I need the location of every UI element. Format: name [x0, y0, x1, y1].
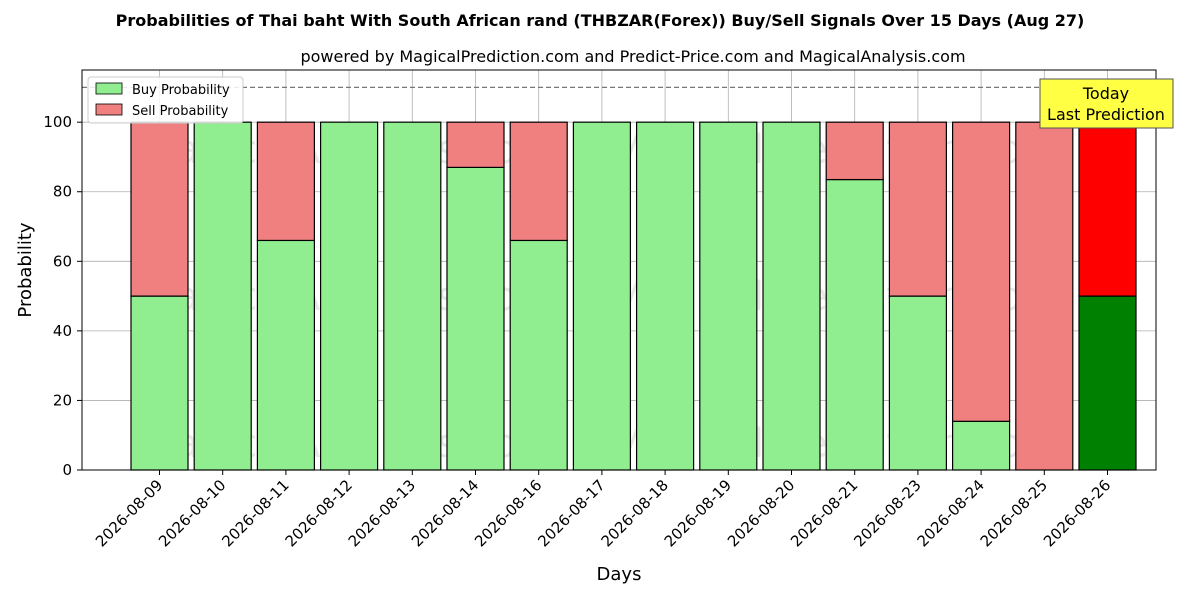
x-tick-label: 2026-08-16 — [471, 476, 545, 550]
legend: Buy Probability Sell Probability — [87, 76, 244, 124]
buy-bar — [951, 420, 1011, 471]
x-tick-label: 2026-08-11 — [218, 476, 292, 550]
x-tick-label: 2026-08-12 — [282, 476, 356, 550]
x-tick-label: 2026-08-26 — [1040, 476, 1114, 550]
buy-bar — [130, 295, 189, 471]
legend-swatch-buy — [95, 82, 123, 95]
x-tick-label: 2026-08-18 — [598, 476, 672, 550]
bars-layer — [130, 121, 1137, 471]
buy-bar — [825, 178, 884, 471]
chart-title: Probabilities of Thai baht With South Af… — [116, 11, 1085, 30]
y-tick-label: 60 — [53, 252, 72, 270]
x-tick-label: 2026-08-25 — [977, 476, 1051, 550]
buy-bar — [193, 121, 252, 471]
x-tick-label: 2026-08-21 — [787, 476, 861, 550]
x-tick-label: 2026-08-23 — [850, 476, 924, 550]
buy-bar — [635, 121, 695, 471]
annotation-line-2: Last Prediction — [1047, 105, 1165, 124]
x-tick-label: 2026-08-24 — [914, 476, 988, 550]
y-axis-label: Probability — [15, 222, 36, 317]
legend-label-buy: Buy Probability — [132, 83, 230, 98]
annotation-line-1: Today — [1082, 84, 1129, 103]
y-tick-label: 100 — [43, 113, 72, 131]
legend-label-sell: Sell Probability — [132, 104, 229, 119]
buy-bar — [762, 121, 821, 471]
buy-bar — [256, 239, 315, 471]
sell-bar — [1015, 121, 1074, 471]
plot-frame — [81, 69, 1157, 471]
x-tick-label: 2026-08-20 — [724, 476, 798, 550]
y-tick-label: 0 — [62, 461, 72, 479]
buy-bar — [572, 121, 632, 471]
y-tick-label: 20 — [53, 391, 72, 409]
x-tick-label: 2026-08-17 — [534, 476, 608, 550]
buy-bar — [509, 239, 568, 471]
x-axis: 2026-08-092026-08-102026-08-112026-08-12… — [92, 470, 1114, 550]
chart-subtitle: powered by MagicalPrediction.com and Pre… — [300, 47, 965, 66]
annotation-box — [1039, 78, 1174, 129]
legend-swatch-sell — [95, 103, 123, 116]
sell-bar — [951, 121, 1011, 422]
sell-bar — [446, 121, 505, 168]
y-axis: 0 20 40 60 80 100 — [43, 113, 82, 479]
buy-bar — [888, 295, 948, 471]
buy-bar — [446, 166, 505, 471]
sell-bar — [825, 121, 884, 181]
buy-bar — [320, 121, 379, 471]
buy-bar — [383, 121, 442, 471]
buy-bar — [699, 121, 758, 471]
sell-bar — [1078, 121, 1137, 297]
x-tick-label: 2026-08-14 — [408, 476, 482, 550]
x-axis-label: Days — [597, 564, 642, 585]
legend-box — [87, 76, 244, 124]
sell-bar — [509, 121, 568, 242]
x-tick-label: 2026-08-19 — [661, 476, 735, 550]
sell-bar — [256, 121, 315, 242]
y-tick-label: 80 — [53, 183, 72, 201]
x-tick-label: 2026-08-09 — [92, 476, 166, 550]
x-tick-label: 2026-08-10 — [155, 476, 229, 550]
today-annotation: Today Last Prediction — [1039, 78, 1174, 129]
y-tick-label: 40 — [53, 322, 72, 340]
sell-bar — [888, 121, 948, 297]
sell-bar — [130, 121, 189, 297]
x-tick-label: 2026-08-13 — [345, 476, 419, 550]
buy-bar — [1078, 295, 1137, 471]
